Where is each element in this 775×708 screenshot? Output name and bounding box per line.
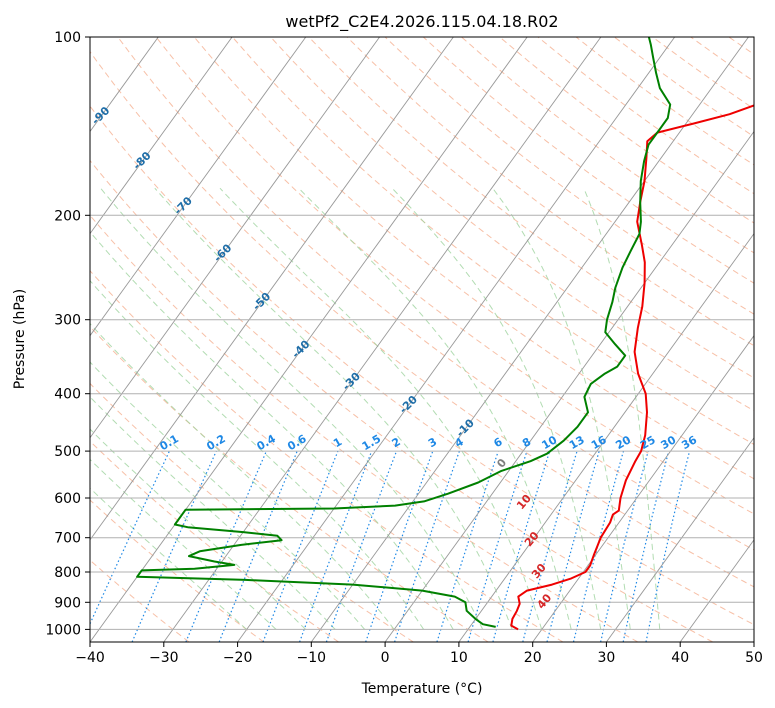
moist-adiabat	[90, 396, 336, 630]
mixing-ratio-line	[546, 450, 600, 642]
y-tick-label: 800	[54, 565, 81, 581]
isotherm-line	[163, 37, 602, 642]
dry-adiabat	[155, 37, 754, 515]
mixing-ratio-line	[185, 450, 267, 642]
x-tick-label: 30	[597, 650, 615, 666]
x-tick-label: 10	[450, 650, 468, 666]
mixing-ratio-line	[622, 450, 670, 642]
isotherm-line	[237, 37, 676, 642]
moist-adiabat	[100, 187, 484, 630]
dry-adiabat	[90, 214, 639, 642]
x-tick-label: −20	[223, 650, 253, 666]
dry-adiabat	[90, 105, 754, 626]
mixing-ratio-line	[262, 450, 339, 642]
y-tick-label: 400	[54, 387, 81, 403]
dry-adiabat	[90, 159, 713, 642]
x-tick-label: −40	[75, 650, 105, 666]
dry-adiabat	[384, 37, 754, 315]
moist-adiabat	[90, 487, 247, 630]
dry-adiabat	[90, 499, 265, 642]
x-tick-label: −30	[149, 650, 179, 666]
isotherm-line	[90, 37, 307, 337]
mixing-ratio-line	[299, 450, 373, 642]
y-tick-label: 300	[54, 313, 81, 329]
mixing-ratio-line	[522, 450, 578, 642]
moist-adiabat	[391, 187, 602, 630]
dry-adiabat	[90, 270, 564, 642]
moist-adiabat	[492, 187, 631, 630]
x-axis-title: Temperature (°C)	[361, 681, 483, 697]
plot-frame	[89, 36, 755, 643]
x-tick-label: 50	[745, 650, 763, 666]
y-tick-label: 600	[54, 491, 81, 507]
dry-adiabat	[117, 37, 754, 551]
moist-adiabat	[90, 428, 306, 630]
isotherm-line	[532, 334, 754, 642]
y-tick-label: 1000	[45, 622, 81, 638]
x-tick-label: 40	[671, 650, 689, 666]
dewpoint-line	[136, 37, 672, 628]
isotherm-line	[90, 37, 454, 541]
moist-adiabat	[298, 187, 572, 630]
y-tick-label: 500	[54, 444, 81, 460]
x-tick-label: 0	[381, 650, 390, 666]
moist-adiabat	[90, 458, 277, 630]
y-tick-label: 100	[54, 30, 81, 46]
isotherm-line	[90, 37, 380, 439]
mixing-ratio-line	[645, 450, 691, 642]
mixing-ratio-line	[436, 450, 499, 642]
mixing-ratio-line	[600, 450, 649, 642]
y-tick-label: 700	[54, 531, 81, 547]
mixing-ratio-line	[572, 450, 625, 642]
dry-adiabat	[193, 37, 754, 480]
isotherm-line	[679, 539, 754, 642]
isotherm-line	[310, 37, 749, 642]
y-axis-title: Pressure (hPa)	[12, 289, 28, 389]
x-tick-label: −10	[297, 650, 327, 666]
mixing-ratio-line	[365, 450, 434, 642]
mixing-ratio-line	[325, 450, 398, 642]
moist-adiabat	[90, 361, 366, 630]
chart-title: wetPf2_C2E4.2026.115.04.18.R02	[285, 12, 558, 32]
dry-adiabat	[90, 50, 754, 588]
y-tick-label: 200	[54, 208, 81, 224]
isotherm-line	[384, 130, 754, 642]
dry-adiabat	[90, 325, 489, 642]
x-tick-label: 20	[524, 650, 542, 666]
moist-adiabat	[90, 279, 425, 630]
y-tick-label: 900	[54, 595, 81, 611]
isotherm-line	[90, 37, 233, 235]
moist-adiabat	[154, 187, 513, 630]
isotherm-line	[90, 37, 528, 642]
mixing-ratio-line	[218, 450, 298, 642]
dry-adiabat	[346, 37, 754, 347]
isotherm-line	[458, 232, 754, 642]
dry-adiabat	[232, 37, 754, 445]
dry-adiabat	[422, 37, 754, 284]
isotherm-line	[606, 436, 754, 642]
